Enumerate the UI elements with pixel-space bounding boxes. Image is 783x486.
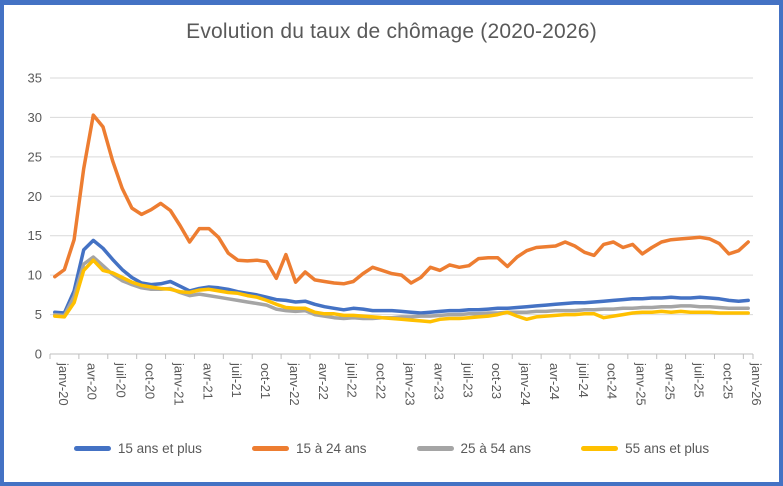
chart-svg[interactable]: 0 5 10 15 20 25 30 35 janv-20 avr-20 juil-20 oct-2… bbox=[0, 0, 783, 438]
svg-text:janv-24: janv-24 bbox=[518, 362, 533, 406]
legend-label: 15 à 24 ans bbox=[295, 441, 367, 456]
svg-text:janv-25: janv-25 bbox=[634, 362, 649, 406]
chart-title: Evolution du taux de chômage (2020-2026) bbox=[186, 20, 597, 43]
legend-label: 25 à 54 ans bbox=[460, 441, 532, 456]
svg-text:25: 25 bbox=[28, 149, 42, 164]
svg-text:10: 10 bbox=[28, 268, 42, 283]
svg-text:0: 0 bbox=[35, 347, 42, 362]
svg-text:oct-24: oct-24 bbox=[605, 363, 620, 399]
svg-text:avr-22: avr-22 bbox=[316, 363, 331, 400]
y-axis-labels: 0 5 10 15 20 25 30 35 bbox=[28, 71, 42, 362]
legend-item-15-a-24-ans[interactable]: 15 à 24 ans bbox=[251, 441, 367, 456]
svg-text:avr-24: avr-24 bbox=[547, 363, 562, 400]
legend-label: 15 ans et plus bbox=[117, 441, 202, 456]
legend-label: 55 ans et plus bbox=[625, 441, 710, 456]
legend-line-marker bbox=[251, 446, 289, 451]
chart-legend: 15 ans et plus 15 à 24 ans 25 à 54 ans 5… bbox=[0, 441, 783, 456]
svg-text:janv-20: janv-20 bbox=[56, 362, 71, 406]
legend-line-marker bbox=[581, 446, 619, 451]
svg-text:5: 5 bbox=[35, 307, 42, 322]
svg-text:30: 30 bbox=[28, 110, 42, 125]
legend-item-25-a-54-ans[interactable]: 25 à 54 ans bbox=[416, 441, 532, 456]
svg-text:avr-23: avr-23 bbox=[431, 363, 446, 400]
svg-text:janv-21: janv-21 bbox=[171, 362, 186, 406]
svg-text:35: 35 bbox=[28, 71, 42, 86]
svg-text:juil-25: juil-25 bbox=[691, 362, 706, 398]
svg-text:15: 15 bbox=[28, 228, 42, 243]
svg-text:20: 20 bbox=[28, 189, 42, 204]
svg-text:oct-22: oct-22 bbox=[374, 363, 389, 399]
legend-line-marker bbox=[73, 446, 111, 451]
svg-text:avr-21: avr-21 bbox=[200, 363, 215, 400]
svg-text:oct-20: oct-20 bbox=[142, 363, 157, 399]
svg-text:oct-25: oct-25 bbox=[720, 363, 735, 399]
legend-line-marker bbox=[416, 446, 454, 451]
svg-text:juil-20: juil-20 bbox=[114, 362, 129, 398]
data-series-lines bbox=[53, 113, 750, 324]
legend-item-55-ans-et-plus[interactable]: 55 ans et plus bbox=[581, 441, 709, 456]
svg-text:avr-20: avr-20 bbox=[85, 363, 100, 400]
x-axis-ticks bbox=[49, 354, 754, 359]
svg-text:oct-23: oct-23 bbox=[489, 363, 504, 399]
svg-text:juil-21: juil-21 bbox=[229, 362, 244, 398]
svg-text:avr-25: avr-25 bbox=[663, 363, 678, 400]
svg-text:juil-22: juil-22 bbox=[345, 362, 360, 398]
svg-text:janv-23: janv-23 bbox=[403, 362, 418, 406]
svg-text:janv-22: janv-22 bbox=[287, 362, 302, 406]
legend-item-15-ans-et-plus[interactable]: 15 ans et plus bbox=[73, 441, 202, 456]
svg-text:juil-23: juil-23 bbox=[460, 362, 475, 398]
x-axis-labels: janv-20 avr-20 juil-20 oct-20 janv-21 avr-21 j… bbox=[56, 362, 764, 406]
svg-text:juil-24: juil-24 bbox=[576, 362, 591, 398]
svg-text:oct-21: oct-21 bbox=[258, 363, 273, 399]
svg-text:janv-26: janv-26 bbox=[749, 362, 764, 406]
